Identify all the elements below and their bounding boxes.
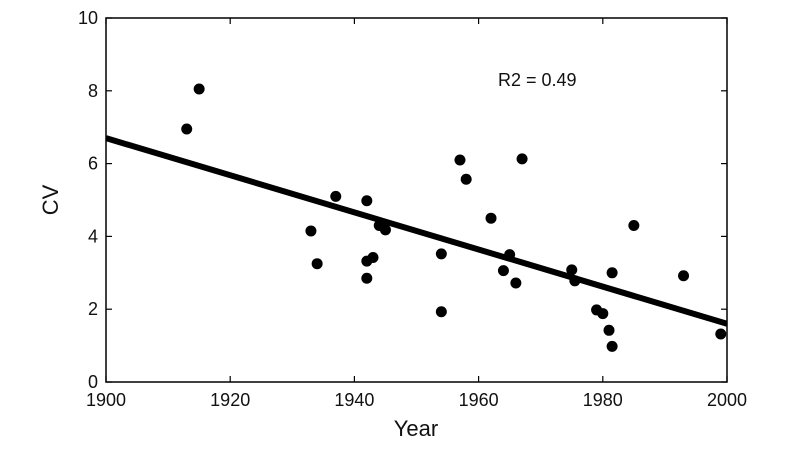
data-point [367,252,379,264]
data-point [454,154,466,166]
data-point [497,265,509,277]
x-tick-label: 1960 [459,390,499,410]
x-tick-label: 2000 [707,390,747,410]
data-point [569,275,581,287]
data-points [181,83,727,352]
data-point [379,224,391,236]
regression-fit-line [106,135,727,327]
data-point [181,123,193,135]
data-point [516,153,528,165]
x-tick-label: 1900 [86,390,126,410]
y-axis-label: CV [38,184,63,215]
data-point [361,195,373,207]
data-point [715,328,727,340]
data-point [435,306,447,318]
data-point [597,308,609,320]
data-point [504,249,516,261]
x-axis-ticks: 1900 1920 1940 1960 1980 2000 [86,18,747,410]
x-tick-label: 1920 [210,390,250,410]
x-tick-label: 1940 [334,390,374,410]
data-point [678,270,690,282]
data-point [628,219,640,231]
y-tick-label: 8 [88,81,98,101]
data-point [361,272,373,284]
data-point [311,258,323,270]
y-tick-label: 0 [88,372,98,392]
data-point [606,267,618,279]
y-tick-label: 6 [88,154,98,174]
data-point [510,277,522,289]
data-point [485,212,497,224]
x-axis-label: Year [394,416,438,441]
y-axis-ticks: 0 2 4 6 8 10 [78,8,727,392]
data-point [603,324,615,336]
y-tick-label: 10 [78,8,98,28]
y-tick-label: 2 [88,299,98,319]
plot-area-frame [105,17,728,383]
x-tick-label: 1980 [583,390,623,410]
data-point [305,225,317,237]
data-point [460,173,472,185]
data-point [193,83,205,95]
data-point [435,248,447,260]
r-squared-annotation: R2 = 0.49 [498,70,577,90]
data-point [606,340,618,352]
data-point [566,264,578,276]
y-tick-label: 4 [88,226,98,246]
data-point [330,190,342,202]
